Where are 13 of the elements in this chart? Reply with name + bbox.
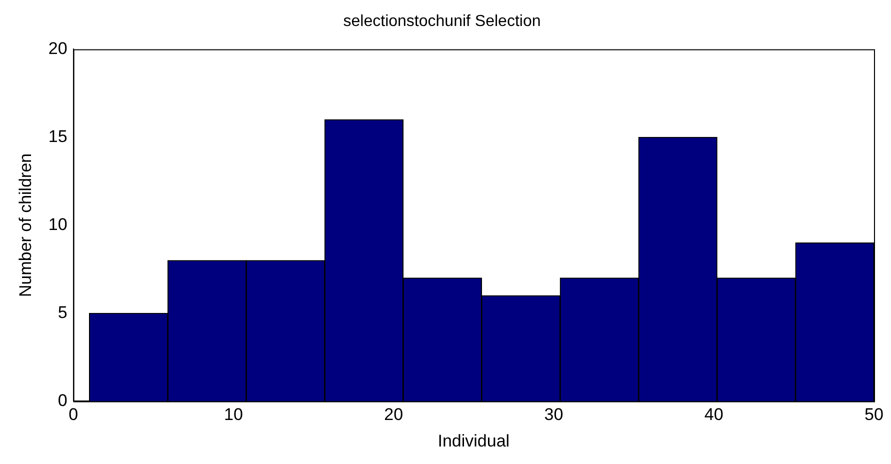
x-tick-label: 50 <box>864 405 884 424</box>
chart-title: selectionstochunif Selection <box>343 13 541 30</box>
y-axis-title: Number of children <box>16 153 35 298</box>
y-tick-label: 20 <box>48 38 68 58</box>
x-tick-label: 30 <box>544 405 564 424</box>
x-tick-label: 20 <box>384 405 404 424</box>
x-axis-title: Individual <box>438 431 510 450</box>
y-tick-label: 15 <box>48 126 68 146</box>
x-tick-label: 40 <box>704 405 724 424</box>
y-tick-label: 5 <box>58 302 68 322</box>
y-tick-label: 0 <box>58 390 68 410</box>
x-tick-label: 10 <box>224 405 243 424</box>
y-tick-label: 10 <box>48 214 68 234</box>
